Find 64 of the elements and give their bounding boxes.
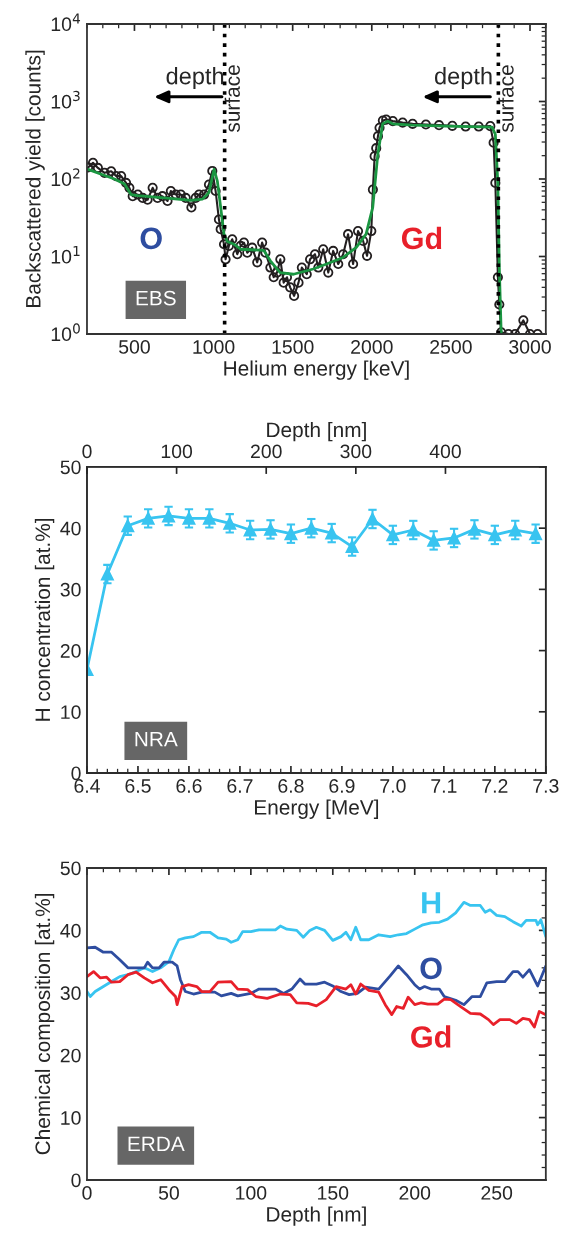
y-axis-title: H concentration [at.%] — [34, 518, 55, 721]
series-label: Gd — [411, 1025, 451, 1048]
y-tick-label: 0 — [71, 1173, 81, 1188]
x-tick-label: 6.8 — [278, 779, 304, 793]
x-tick-label: 100 — [236, 1186, 267, 1200]
y-tick-label: 30 — [60, 582, 81, 597]
y-tick-label: 10$^{4}$ — [51, 13, 81, 32]
x-tick-label: 6.4 — [74, 779, 100, 793]
x-tick-label: 6.5 — [125, 779, 151, 793]
x-tick-label: 2000 — [351, 340, 393, 354]
x2-tick-label: 200 — [250, 444, 282, 459]
x-tick-label: 6.6 — [176, 779, 202, 793]
x-tick-label: 7.0 — [380, 779, 406, 793]
series-label: H — [422, 892, 441, 914]
y-tick-label: 10$^{3}$ — [51, 90, 80, 109]
x2-tick-label: 100 — [161, 444, 193, 459]
y-tick-label: 40 — [60, 923, 81, 938]
y-tick-label: 50 — [60, 861, 81, 876]
y-tick-label: 20 — [60, 1048, 81, 1063]
y-tick-label: 20 — [60, 644, 81, 658]
x-tick-label: 150 — [318, 1186, 349, 1200]
y-tick-label: 30 — [60, 986, 81, 1001]
y-tick-label: 10 — [61, 1111, 81, 1125]
annotation: depth — [166, 67, 224, 90]
x2-tick-label: 400 — [429, 444, 461, 459]
x-tick-label: 1000 — [193, 340, 235, 354]
x-tick-label: 7.2 — [482, 779, 508, 793]
y-tick-label: 10 — [61, 705, 81, 720]
x-tick-label: 0 — [82, 1186, 92, 1200]
y-axis-title: Backscattered yield [counts] — [25, 50, 45, 307]
x-tick-label: 250 — [481, 1186, 513, 1200]
y-tick-label: 40 — [60, 521, 81, 536]
x2-tick-label: 300 — [340, 444, 372, 459]
y-tick-label: 10$^{1}$ — [51, 246, 80, 264]
ref-line-label: surface — [498, 65, 514, 133]
x-tick-label: 3000 — [509, 340, 551, 354]
x2-tick-label: 0 — [82, 444, 92, 459]
x-tick-label: 6.7 — [227, 779, 253, 793]
annotation: NRA — [135, 731, 178, 747]
x-tick-label: 500 — [119, 340, 150, 354]
annotation: depth — [434, 67, 492, 90]
annotation: Gd — [401, 226, 442, 250]
x-axis-title: Depth [nm] — [267, 1206, 366, 1226]
x-tick-label: 50 — [158, 1186, 179, 1200]
y-tick-label: 50 — [60, 460, 81, 475]
x-tick-label: 6.9 — [329, 779, 355, 793]
x-axis-title: Helium energy [keV] — [224, 360, 409, 380]
annotation: ERDA — [128, 1136, 185, 1152]
y-axis-title: Chemical composition [at.%] — [34, 894, 55, 1155]
x-tick-label: 7.1 — [431, 779, 457, 793]
ref-line-label: surface — [224, 65, 240, 133]
line-series — [86, 945, 546, 1007]
annotation: EBS — [136, 290, 176, 306]
x2-axis-title: Depth [nm] — [267, 421, 366, 442]
x-axis-title: Energy [MeV] — [255, 799, 379, 819]
x-tick-label: 2500 — [430, 340, 472, 354]
x-tick-label: 7.3 — [533, 779, 559, 793]
y-tick-label: 10$^{2}$ — [51, 168, 80, 187]
y-tick-label: 0 — [71, 766, 81, 781]
x-tick-label: 1500 — [272, 340, 314, 354]
annotation: O — [140, 227, 162, 250]
y-tick-label: 10$^{0}$ — [51, 323, 80, 342]
series-label: O — [420, 957, 442, 980]
x-tick-label: 200 — [399, 1186, 431, 1200]
